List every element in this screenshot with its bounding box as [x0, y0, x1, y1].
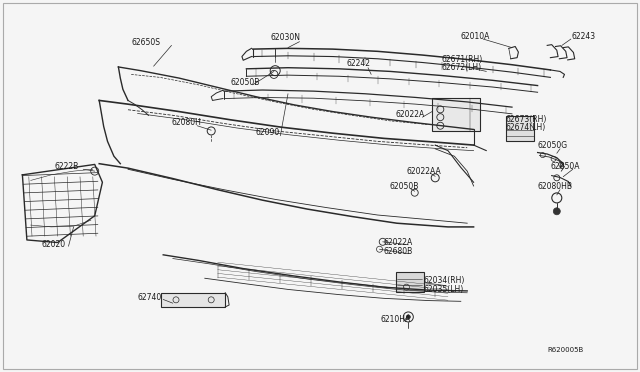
Text: 62243: 62243 [572, 32, 596, 41]
Text: 62080H: 62080H [172, 118, 202, 126]
Text: 62030N: 62030N [270, 33, 300, 42]
Bar [396, 272, 424, 292]
Text: 62050A: 62050A [550, 162, 580, 171]
Text: 62673(RH): 62673(RH) [506, 115, 547, 124]
Text: 6222B: 6222B [54, 162, 79, 171]
Text: 62680B: 62680B [384, 247, 413, 256]
Text: 62020: 62020 [42, 240, 66, 249]
Circle shape [406, 315, 410, 319]
Text: 6210HA: 6210HA [381, 315, 411, 324]
Text: 62022AA: 62022AA [406, 167, 441, 176]
Bar [432, 98, 480, 131]
Bar [506, 116, 534, 141]
Text: 62050G: 62050G [538, 141, 568, 150]
Text: 62050B: 62050B [389, 182, 419, 191]
Text: R620005B: R620005B [547, 347, 584, 353]
Bar [161, 293, 225, 307]
Text: 62242: 62242 [347, 60, 371, 68]
Text: 62671(RH): 62671(RH) [442, 55, 483, 64]
Text: 62022A: 62022A [396, 110, 425, 119]
Text: 62674(LH): 62674(LH) [506, 123, 546, 132]
Text: 62650S: 62650S [131, 38, 160, 47]
Text: 62035(LH): 62035(LH) [424, 285, 464, 294]
Text: 62672(LH): 62672(LH) [442, 63, 482, 72]
Text: 62080HB: 62080HB [538, 182, 573, 191]
Circle shape [554, 208, 560, 215]
Text: 62034(RH): 62034(RH) [424, 276, 465, 285]
Text: 62022A: 62022A [384, 238, 413, 247]
Text: 62090: 62090 [256, 128, 280, 137]
Text: 62010A: 62010A [461, 32, 490, 41]
Text: 62050B: 62050B [230, 78, 260, 87]
Text: 62740: 62740 [138, 293, 162, 302]
